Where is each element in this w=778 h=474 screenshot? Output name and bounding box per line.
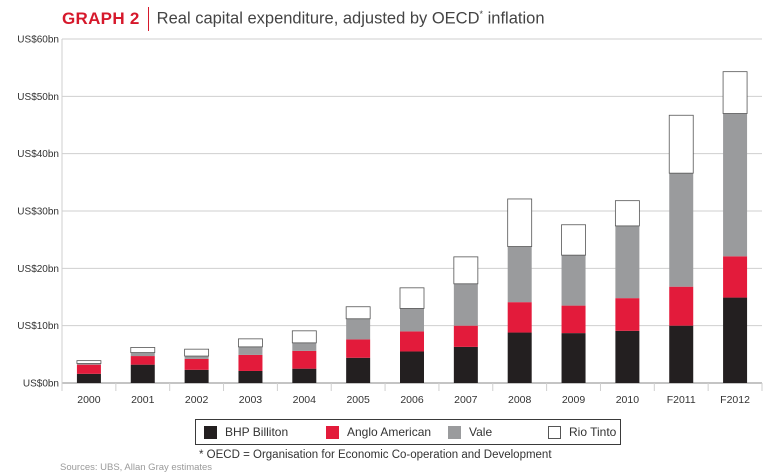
legend-item-bhp: BHP Billiton [204, 425, 288, 439]
legend-swatch-anglo [326, 425, 339, 439]
bar-segment [669, 173, 694, 287]
chart-title-asterisk: * [479, 9, 484, 20]
y-tick-label: US$40bn [17, 149, 59, 160]
bar-segment [561, 305, 586, 334]
x-tick-label: 2007 [454, 394, 478, 406]
bar-segment [292, 342, 317, 351]
x-tick-label: 2006 [400, 394, 424, 406]
bar-segment [507, 198, 533, 247]
bar-segment [76, 364, 101, 374]
y-tick-label: US$60bn [17, 35, 59, 46]
header-divider [147, 7, 149, 31]
bar-segment [453, 325, 478, 347]
bar-segment [346, 357, 371, 383]
bar-segment [453, 256, 479, 285]
bar-segment [130, 356, 155, 365]
bar-segment [722, 71, 748, 114]
bar-segment [723, 256, 748, 298]
bar-segment [615, 225, 640, 299]
bar-segment [561, 333, 586, 383]
chart-title-text: Real capital expenditure, adjusted by OE… [156, 9, 480, 28]
bar-segment [400, 308, 424, 332]
bar-segment [184, 356, 209, 359]
x-tick-label: 2010 [616, 394, 640, 406]
y-tick-label: US$50bn [17, 92, 59, 103]
bar-segment [615, 330, 640, 383]
legend-label-bhp: BHP Billiton [225, 425, 289, 439]
bar-segment [76, 363, 101, 365]
x-tick-label: F2011 [667, 394, 696, 406]
bar-segment [184, 348, 210, 357]
x-tick-label: 2001 [131, 394, 155, 406]
bar-segment [291, 330, 317, 344]
bar-segment [561, 255, 586, 306]
bar-segment [130, 352, 155, 357]
bar-segment [76, 373, 101, 383]
y-tick-label: US$30bn [17, 207, 59, 218]
bar-segment [507, 332, 532, 383]
footnote: * OECD = Organisation for Economic Co-op… [199, 449, 552, 461]
legend-label-anglo: Anglo American [347, 425, 432, 439]
y-tick-label: US$0bn [23, 379, 59, 390]
x-tick-label: 2000 [77, 394, 101, 406]
chart-title: Real capital expenditure, adjusted by OE… [157, 9, 545, 29]
bar-segment [292, 368, 317, 383]
bar-segment [184, 358, 209, 370]
legend-item-rio: Rio Tinto [548, 425, 616, 439]
y-tick-label: US$20bn [17, 264, 59, 275]
chart-header: GRAPH 2 Real capital expenditure, adjust… [62, 6, 545, 32]
bar-segment [238, 370, 263, 383]
chart-title-end: inflation [483, 9, 545, 28]
bar-segment [561, 224, 586, 256]
bar-segment [346, 339, 371, 358]
bar-segment [130, 347, 156, 354]
bar-segment [669, 286, 694, 326]
bar-segment [723, 297, 748, 383]
bar-segment [668, 114, 694, 174]
x-tick-label: 2004 [293, 394, 317, 406]
bar-segment [238, 354, 263, 371]
bar-segment [615, 298, 640, 331]
legend-item-anglo: Anglo American [326, 425, 431, 439]
bar-segment [76, 360, 102, 364]
x-tick-label: 2003 [239, 394, 263, 406]
legend-label-rio: Rio Tinto [569, 425, 617, 439]
bar-segment [400, 351, 424, 383]
bar-segment [453, 283, 478, 326]
bar-segment [507, 246, 532, 303]
sources-note: Sources: UBS, Allan Gray estimates [60, 462, 213, 473]
bar-segment [292, 350, 317, 369]
bar-segment [184, 369, 209, 383]
bar-segment [130, 364, 155, 383]
y-tick-label: US$10bn [17, 321, 59, 332]
x-tick-label: 2008 [508, 394, 532, 406]
x-tick-label: 2002 [185, 394, 209, 406]
bar-segment [400, 331, 424, 352]
x-tick-label: 2009 [562, 394, 586, 406]
bar-segment [238, 338, 263, 348]
bar-segment [399, 287, 425, 309]
x-tick-label: 2005 [346, 394, 370, 406]
bar-segment [453, 346, 478, 383]
bar-segment [238, 346, 263, 355]
x-tick-label: F2012 [720, 394, 750, 406]
legend-item-vale: Vale [448, 425, 492, 439]
bar-segment [345, 306, 371, 320]
bar-segment [669, 325, 694, 383]
graph-number-label: GRAPH 2 [62, 9, 140, 28]
legend-swatch-rio [548, 425, 561, 439]
legend-swatch-bhp [204, 425, 217, 439]
bar-segment [614, 200, 640, 227]
bar-segment [346, 318, 371, 340]
legend-swatch-vale [448, 425, 461, 439]
legend-label-vale: Vale [469, 425, 493, 439]
legend: BHP Billiton Anglo American Vale Rio Tin… [195, 419, 621, 445]
bar-segment [507, 302, 532, 333]
bar-segment [723, 113, 748, 257]
